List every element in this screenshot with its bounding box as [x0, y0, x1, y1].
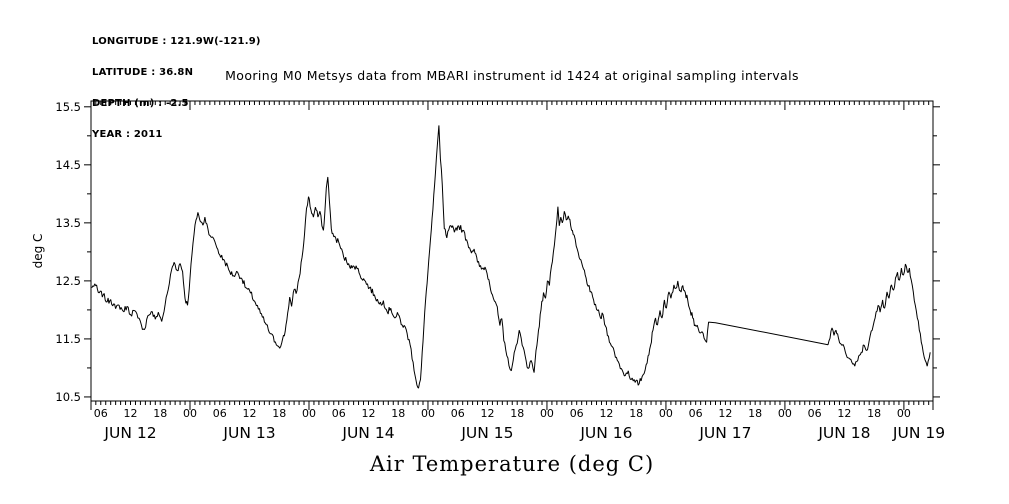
plot-border [90, 100, 934, 402]
x-axis-hour-label: 18 [748, 407, 762, 420]
metadata-year: YEAR : 2011 [92, 129, 163, 141]
x-axis-hour-label: 12 [480, 407, 494, 420]
x-axis-title: Air Temperature (deg C) [369, 452, 655, 476]
x-axis-hour-label: 00 [778, 407, 792, 420]
x-axis-hour-label: 00 [421, 407, 435, 420]
y-axis-tick-label: 10.5 [55, 390, 81, 404]
metadata-block: LONGITUDE : 121.9W(-121.9) LATITUDE : 36… [92, 16, 261, 162]
x-axis-hour-label: 18 [510, 407, 524, 420]
x-axis-hour-label: 06 [332, 407, 346, 420]
x-axis-day-label: JUN 19 [892, 424, 945, 442]
x-axis-hour-label: 18 [867, 407, 881, 420]
x-axis-hour-label: 18 [272, 407, 286, 420]
y-axis-tick-label: 12.5 [55, 274, 81, 288]
x-axis-day-label: JUN 13 [222, 424, 275, 442]
y-axis-tick-label: 14.5 [55, 158, 81, 172]
x-axis-hour-label: 06 [94, 407, 108, 420]
x-axis-hour-label: 00 [302, 407, 316, 420]
x-axis-day-label: JUN 17 [698, 424, 751, 442]
x-axis-hour-label: 18 [153, 407, 167, 420]
x-axis-day-label: JUN 14 [341, 424, 394, 442]
x-axis-hour-label: 00 [659, 407, 673, 420]
x-axis-day-label: JUN 12 [103, 424, 156, 442]
x-axis-hour-label: 12 [599, 407, 613, 420]
x-axis-day-label: JUN 16 [579, 424, 632, 442]
y-axis-title: deg C [31, 233, 45, 269]
y-axis-tick-label: 11.5 [55, 332, 81, 346]
x-axis-hour-label: 06 [689, 407, 703, 420]
x-axis-hour-label: 00 [540, 407, 554, 420]
chart-title: Mooring M0 Metsys data from MBARI instru… [225, 68, 799, 83]
x-axis-day-label: JUN 18 [817, 424, 870, 442]
metadata-longitude: LONGITUDE : 121.9W(-121.9) [92, 35, 261, 47]
y-axis-tick-label: 15.5 [55, 100, 81, 114]
temperature-line [91, 125, 931, 389]
x-axis-hour-label: 06 [570, 407, 584, 420]
y-axis-tick-label: 13.5 [55, 216, 81, 230]
x-axis-hour-label: 18 [391, 407, 405, 420]
x-axis-hour-label: 12 [718, 407, 732, 420]
metadata-latitude: LATITUDE : 36.8N [92, 67, 194, 79]
x-axis-hour-label: 12 [361, 407, 375, 420]
x-axis-hour-label: 12 [837, 407, 851, 420]
x-axis-hour-label: 18 [629, 407, 643, 420]
x-axis-hour-label: 00 [183, 407, 197, 420]
x-axis-hour-label: 06 [451, 407, 465, 420]
x-axis-day-label: JUN 15 [460, 424, 513, 442]
x-axis-hour-label: 12 [242, 407, 256, 420]
x-axis-hour-label: 12 [124, 407, 138, 420]
x-axis-hour-label: 06 [213, 407, 227, 420]
x-axis-hour-label: 00 [897, 407, 911, 420]
x-axis-hour-label: 06 [808, 407, 822, 420]
